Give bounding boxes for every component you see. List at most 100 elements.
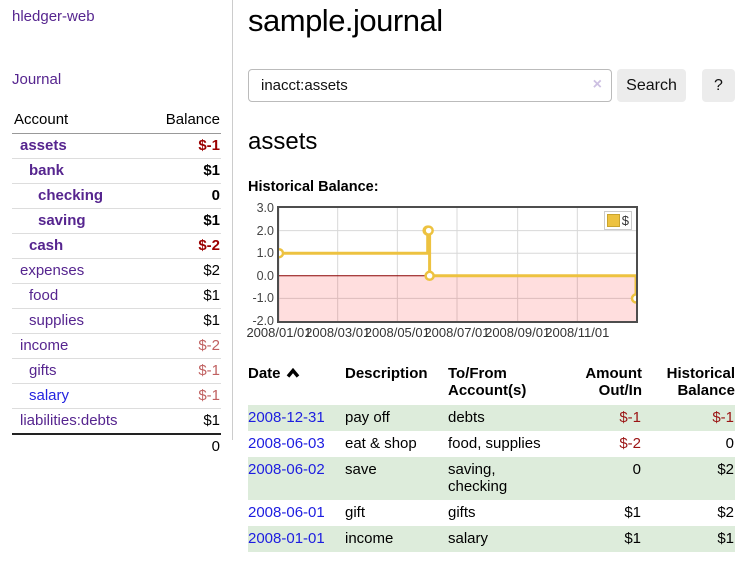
transaction-date-link[interactable]: 2008-06-02 [248,461,325,478]
sort-ascending-icon [286,367,299,378]
account-balance: $-1 [147,383,221,409]
account-balance: $-1 [198,137,220,154]
account-link-supplies[interactable]: supplies [29,312,85,329]
sidebar-item-journal[interactable]: Journal [12,71,62,88]
transaction-amount: $1 [624,504,641,521]
account-balance: $1 [147,408,221,434]
register-header-accounts: To/From Account(s) [448,365,527,399]
transaction-balance: $-1 [642,405,735,431]
transaction-date-link[interactable]: 2008-12-31 [248,409,325,426]
historical-balance-chart: 3.0 2.0 1.0 0.0 -1.0 -2.0 $ 2008/01/01 2008/03… [246,201,736,344]
account-balance: $1 [147,283,221,309]
account-link-checking[interactable]: checking [38,187,104,204]
transaction-description: income [345,526,448,552]
account-row: income $-2 [12,333,221,359]
chart-plot-area: $ [277,206,638,323]
accounts-header-balance: Balance [147,108,221,134]
search-button[interactable]: Search [617,69,686,102]
transaction-balance: $2 [717,504,734,521]
transaction-amount: $1 [560,526,642,552]
register-header-description: Description [345,365,428,382]
app-title-link[interactable]: hledger-web [12,8,95,25]
x-axis-tick-label: 2008/11/01 [545,325,610,340]
account-balance: $-1 [147,358,221,384]
transaction-description: eat & shop [345,435,417,452]
account-row: expenses $2 [12,258,221,284]
accounts-table: Account Balance assets $-1 bank $1 check… [12,108,221,459]
y-axis-tick-label: -2.0 [252,314,274,328]
register-header-date[interactable]: Date [248,363,345,405]
y-axis-tick-label: 1.0 [256,246,274,261]
transaction-date-link[interactable]: 2008-06-03 [248,435,325,452]
accounts-header-account: Account [12,108,148,134]
legend-swatch-icon [606,214,620,227]
chart-legend: $ [603,211,632,230]
account-row: gifts $-1 [12,358,221,384]
account-heading: assets [248,128,318,155]
transaction-description: save [345,457,448,500]
register-header-balance: Historical Balance [666,365,735,399]
account-link-expenses[interactable]: expenses [20,262,85,279]
search-input[interactable] [248,69,612,102]
register-header-amount: Amount Out/In [585,365,642,399]
account-balance: $1 [147,308,221,334]
transaction-balance: $2 [642,457,735,500]
clear-search-icon[interactable]: × [592,76,602,93]
account-link-assets[interactable]: assets [20,137,67,154]
account-link-food[interactable]: food [29,287,59,304]
y-axis-tick-label: 0.0 [256,268,274,283]
x-axis-tick-label: 2008/03/01 [305,325,371,340]
account-link-liabilities-debts[interactable]: liabilities:debts [20,412,118,429]
legend-label: $ [621,213,629,228]
x-axis-tick-label: 2008/07/01 [424,325,490,340]
account-link-gifts[interactable]: gifts [29,362,57,379]
account-balance: $-2 [147,333,221,359]
register-table: Date Description To/From Account(s) Amou… [248,363,735,552]
transaction-description: pay off [345,405,448,431]
y-axis-tick-label: 3.0 [256,201,274,215]
transaction-date-link[interactable]: 2008-01-01 [248,530,325,547]
register-row: 2008-12-31 pay off debts $-1 $-1 [248,405,735,431]
account-row: salary $-1 [12,383,221,409]
transaction-accounts: gifts [448,504,476,521]
register-row: 2008-06-01 gift gifts $1 $2 [248,500,735,526]
account-row: supplies $1 [12,308,221,334]
register-row: 2008-06-02 save saving, checking 0 $2 [248,457,735,500]
transaction-accounts: salary [448,526,560,552]
transaction-amount: 0 [560,457,642,500]
main-content: sample.journal × Search ? assets Histori… [246,0,736,552]
account-row: liabilities:debts $1 [12,408,221,434]
account-balance: $1 [147,158,221,184]
account-row: bank $1 [12,158,221,184]
account-balance: $2 [147,258,221,284]
chart-title: Historical Balance: [248,179,379,195]
transaction-date-link[interactable]: 2008-06-01 [248,504,325,521]
account-balance: 0 [147,183,221,209]
x-axis-tick-label: 2008/05/01 [364,325,430,340]
register-row: 2008-06-03 eat & shop food, supplies $-2… [248,431,735,457]
account-link-income[interactable]: income [20,337,69,354]
sidebar: hledger-web Journal Account Balance asse… [0,0,233,459]
y-axis-tick-label: 2.0 [256,223,274,238]
account-row: saving $1 [12,208,221,234]
transaction-amount: $-2 [619,435,641,452]
account-link-cash[interactable]: cash [29,237,64,254]
account-link-saving[interactable]: saving [38,212,86,229]
transaction-balance: 0 [725,435,734,452]
x-axis-tick-label: 2008/01/01 [246,325,312,340]
account-balance: $-2 [147,233,221,259]
search-form: × Search ? [248,69,736,102]
transaction-description: gift [345,504,366,521]
transaction-accounts: food, supplies [448,435,541,452]
register-row: 2008-01-01 income salary $1 $1 [248,526,735,552]
help-button[interactable]: ? [702,69,735,102]
account-link-salary[interactable]: salary [29,387,70,404]
account-row: checking 0 [12,183,221,209]
page-title: sample.journal [248,3,443,38]
chart-x-axis: 2008/01/01 2008/03/01 2008/05/01 2008/07/01… [246,325,736,343]
x-axis-tick-label: 2008/09/01 [485,325,551,340]
transaction-amount: $-1 [560,405,642,431]
account-row: food $1 [12,283,221,309]
transaction-balance: $1 [642,526,735,552]
account-link-bank[interactable]: bank [29,162,65,179]
